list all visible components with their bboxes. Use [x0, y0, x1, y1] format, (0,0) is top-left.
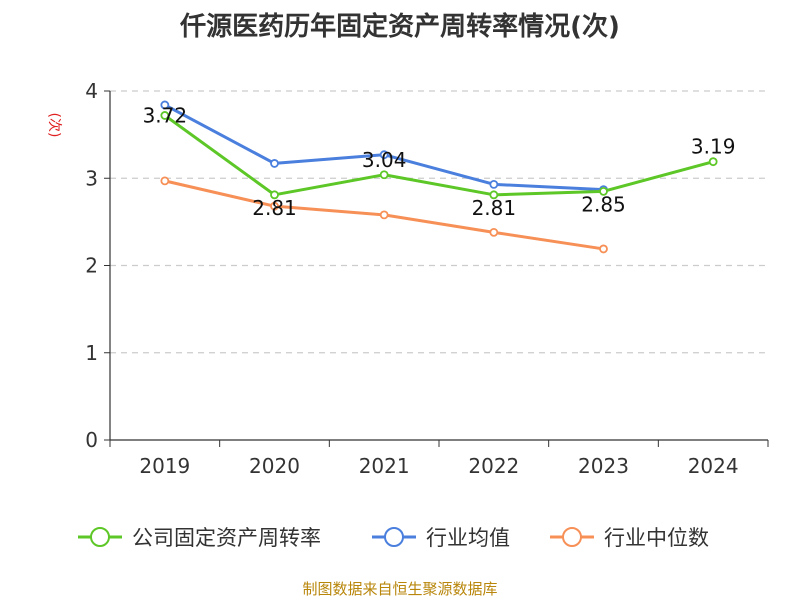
legend[interactable]: 公司固定资产周转率 行业均值 行业中位数 — [78, 526, 709, 550]
x-tick-label: 2023 — [578, 454, 629, 478]
legend-label: 行业中位数 — [604, 526, 709, 550]
data-point — [270, 190, 279, 200]
chart-title: 仟源医药历年固定资产周转率情况(次) — [180, 12, 620, 42]
series-layer — [160, 100, 718, 254]
legend-label: 公司固定资产周转率 — [132, 526, 321, 550]
source-note: 制图数据来自恒生聚源数据库 — [302, 580, 498, 598]
legend-marker — [384, 527, 404, 547]
data-label: 2.85 — [581, 192, 626, 216]
data-point — [599, 244, 608, 254]
data-point — [160, 176, 170, 186]
data-label: 2.81 — [252, 196, 297, 220]
x-tick-label: 2019 — [139, 454, 190, 478]
series-line — [163, 114, 714, 197]
legend-label: 行业均值 — [426, 526, 510, 550]
data-point — [489, 227, 499, 237]
y-tick-label: 2 — [85, 254, 98, 278]
label-layer: 3.72 2.81 3.04 2.81 2.85 3.19 — [143, 103, 736, 219]
y-tick-label: 1 — [85, 341, 98, 365]
y-tick-label: 0 — [85, 428, 98, 452]
data-point — [270, 159, 279, 168]
data-label: 3.19 — [691, 135, 736, 159]
data-point — [160, 111, 170, 120]
data-point — [379, 150, 389, 160]
x-tick-label: 2021 — [359, 454, 410, 478]
data-point — [708, 157, 718, 167]
data-point — [599, 186, 608, 196]
data-point — [489, 190, 499, 200]
data-point — [379, 210, 389, 220]
data-label: 3.04 — [362, 148, 407, 172]
y-tick-label: 4 — [85, 79, 98, 103]
data-point — [379, 170, 389, 180]
data-label: 3.72 — [143, 103, 188, 127]
data-point — [270, 201, 279, 211]
y-axis-label: (次) — [46, 113, 62, 138]
legend-marker — [562, 527, 582, 547]
data-point — [489, 179, 499, 189]
x-tick-label: 2020 — [249, 454, 300, 478]
grid-layer — [110, 90, 768, 354]
data-label: 2.81 — [472, 196, 517, 220]
x-tick-label: 2024 — [688, 454, 739, 478]
x-tick-label: 2022 — [468, 454, 519, 478]
y-tick-label: 3 — [85, 166, 98, 190]
axis-layer: 0 1 2 3 4 (次) 2019 2020 2021 2022 2023 2024 — [46, 79, 769, 478]
legend-marker — [90, 527, 110, 547]
data-point — [160, 100, 170, 110]
